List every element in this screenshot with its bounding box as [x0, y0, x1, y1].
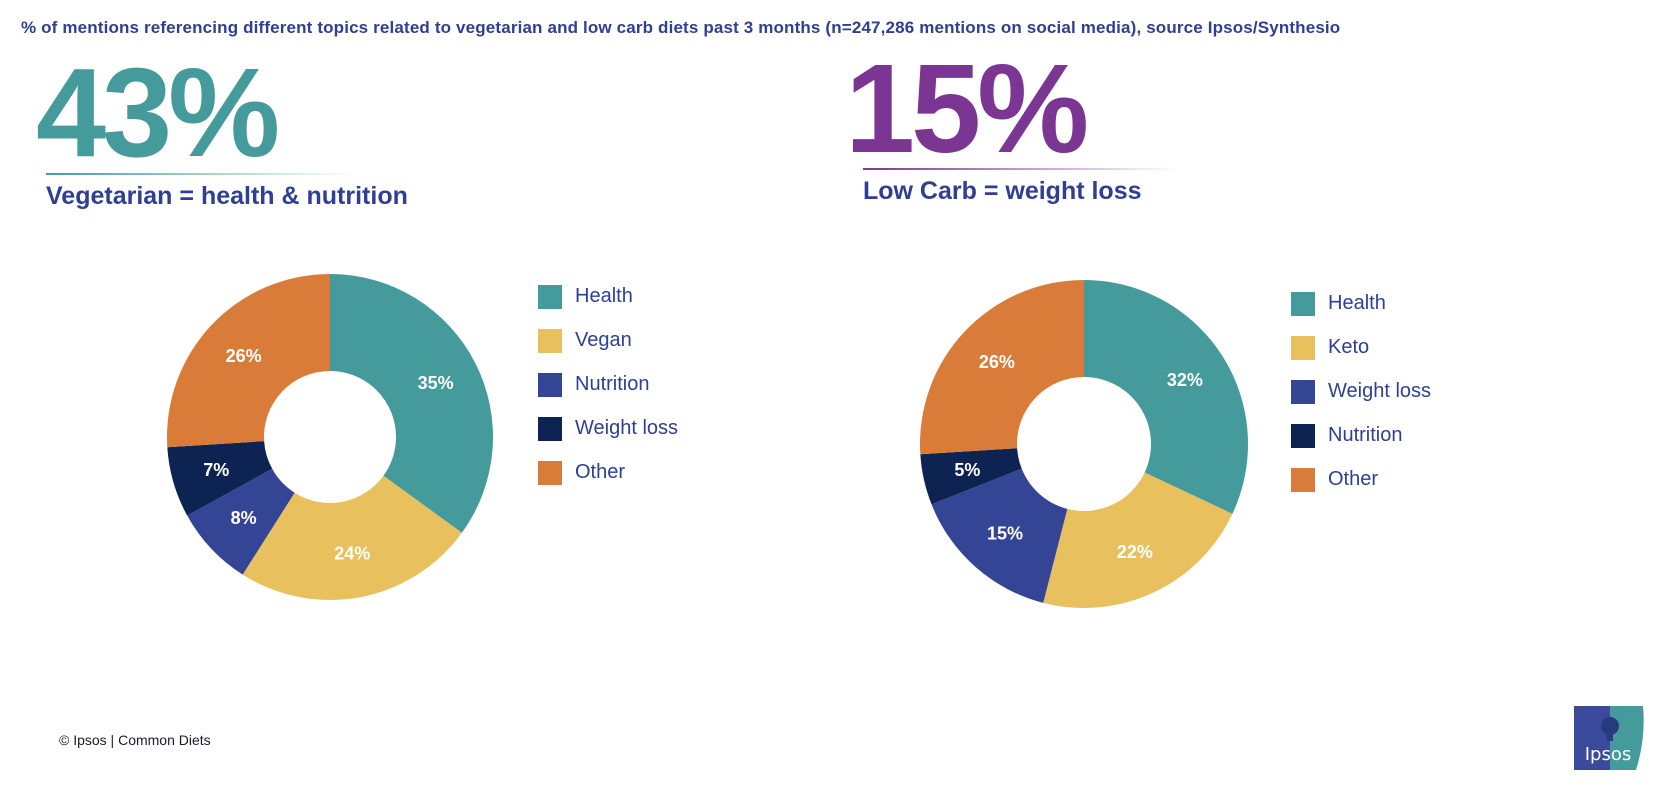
legend-swatch [538, 284, 562, 309]
legend-swatch [538, 328, 562, 353]
lowcarb-subtitle: Low Carb = weight loss [863, 177, 1142, 205]
legend-swatch [1291, 291, 1315, 316]
slice-nutrition [920, 448, 1022, 505]
legend-item: Weight loss [1291, 379, 1431, 404]
vegetarian-divider [46, 173, 356, 175]
data-label: 15% [987, 524, 1023, 544]
legend-swatch [1291, 467, 1315, 492]
vegetarian-subtitle: Vegetarian = health & nutrition [46, 182, 408, 210]
ipsos-logo: Ipsos [1574, 706, 1644, 770]
data-label: 35% [418, 373, 454, 393]
legend-item: Other [538, 460, 625, 485]
slice-health [330, 274, 493, 533]
legend-label: Weight loss [575, 417, 679, 439]
slice-other [166, 274, 330, 448]
legend-label: Nutrition [1328, 424, 1403, 446]
data-label: 32% [1167, 370, 1203, 390]
data-label: 26% [979, 352, 1015, 372]
data-label: 8% [231, 508, 257, 528]
legend-item: Health [538, 284, 633, 309]
legend-swatch [1291, 335, 1315, 360]
data-label: 26% [226, 346, 262, 366]
legend-label: Health [575, 285, 633, 307]
legend-label: Other [1328, 468, 1379, 490]
data-label: 5% [954, 460, 980, 480]
slice-health [1084, 280, 1248, 514]
footer-copyright: © Ipsos | Common Diets [59, 732, 211, 748]
legend-item: Nutrition [1291, 423, 1402, 448]
legend-item: Vegan [538, 328, 632, 353]
legend-swatch [538, 372, 562, 397]
legend-swatch [538, 416, 562, 441]
slide-title: % of mentions referencing different topi… [21, 18, 1341, 37]
svg-text:Ipsos: Ipsos [1585, 744, 1632, 765]
vegetarian-headline-stat: 43% [36, 42, 280, 183]
legend-item: Keto [1291, 335, 1369, 360]
lowcarb-divider [863, 168, 1178, 170]
legend-item: Nutrition [538, 372, 649, 397]
slice-weight-loss [167, 441, 273, 516]
legend-label: Vegan [575, 329, 632, 351]
legend-label: Health [1328, 292, 1386, 314]
legend-swatch [1291, 379, 1315, 404]
slice-other [920, 280, 1084, 455]
data-label: 22% [1117, 542, 1153, 562]
legend-item: Health [1291, 291, 1386, 316]
legend-label: Weight loss [1328, 380, 1432, 402]
legend-swatch [538, 460, 562, 485]
legend-label: Other [575, 461, 626, 483]
lowcarb-headline-stat: 15% [845, 38, 1089, 179]
legend-label: Keto [1328, 336, 1370, 358]
legend-swatch [1291, 423, 1315, 448]
legend-label: Nutrition [575, 373, 650, 395]
data-label: 7% [203, 460, 229, 480]
legend-item: Other [1291, 467, 1378, 492]
slice-vegan [242, 475, 462, 600]
slice-nutrition [187, 468, 295, 575]
slice-weight-loss [931, 468, 1068, 603]
legend-item: Weight loss [538, 416, 678, 441]
data-label: 24% [334, 543, 370, 563]
slice-keto [1043, 472, 1233, 608]
